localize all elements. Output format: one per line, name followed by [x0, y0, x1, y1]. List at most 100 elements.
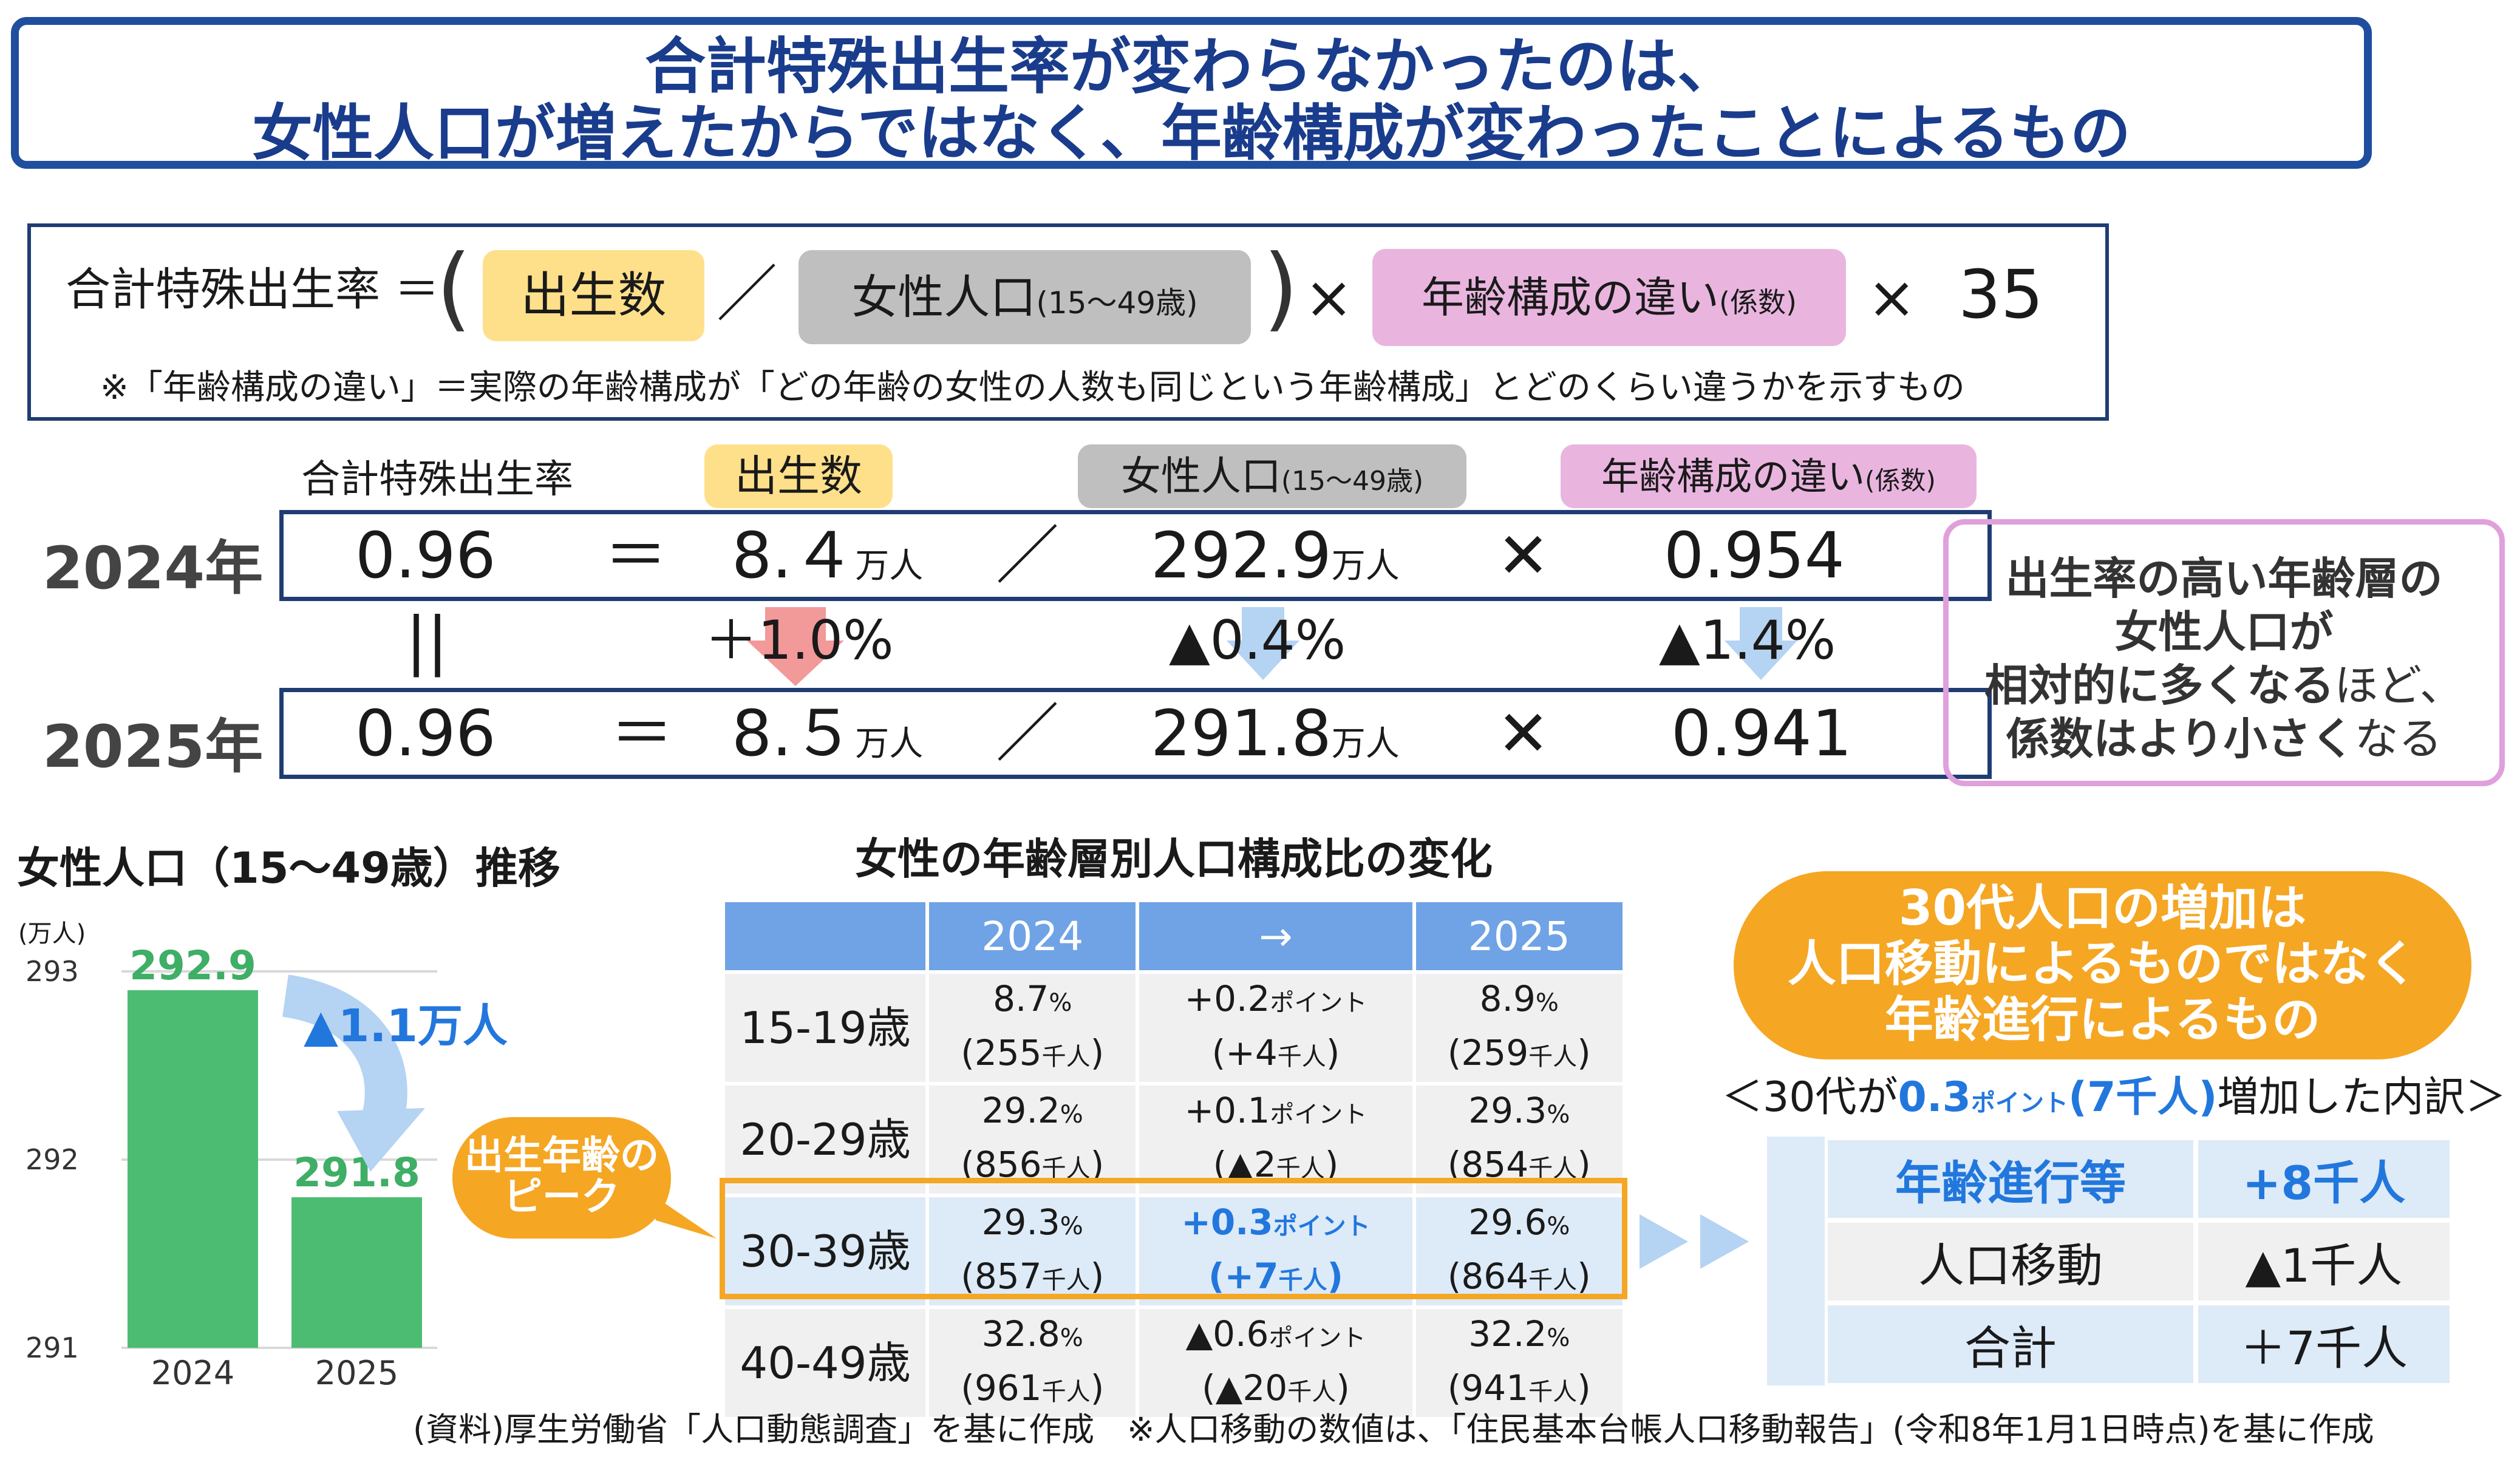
formula-constant: 35 — [1958, 256, 2043, 333]
breakdown-label: 人口移動 — [1828, 1223, 2193, 1300]
col-header-births: 出生数 — [704, 444, 893, 508]
col-header-coef-unit: (係数) — [1865, 466, 1936, 495]
bar-section-title: 女性人口（15～49歳）推移 — [17, 843, 560, 893]
times-2024: ✕ — [1497, 518, 1550, 593]
coef-callout-line-4: 係数はより小さくなる — [1949, 712, 2499, 766]
formula-lhs: 合計特殊出生率 ＝ — [66, 263, 440, 316]
pct-2024-cell: 8.7% (255千人) — [929, 974, 1136, 1082]
col-header-pop-label: 女性人口 — [1120, 453, 1281, 500]
col-header-pop: 女性人口(15～49歳) — [1078, 444, 1466, 508]
col-header-coef-label: 年齢構成の違い — [1601, 454, 1865, 498]
table-row-highlighted: 30-39歳 29.3% (857千人) +0.3ポイント (+7千人) 29.6%… — [725, 1197, 1623, 1305]
y-tick-label: 291 — [26, 1331, 79, 1364]
decline-arrow-shaft — [282, 974, 407, 1137]
coef-callout: 出生率の高い年齢層の 女性人口が 相対的に多くなるほど、 係数はより小さくなる — [1943, 519, 2505, 786]
close-paren: ) — [1263, 236, 1299, 341]
orange-callout-line-2: 人口移動によるものではなく — [1787, 936, 2418, 992]
times-2025: ✕ — [1497, 696, 1550, 770]
coef-callout-line-3: 相対的に多くなるほど、 — [1949, 659, 2499, 712]
breakdown-heading-unit: ポイント — [1971, 1089, 2068, 1117]
table-row: 20-29歳 29.2% (856千人) +0.1ポイント (▲2千人) 29.3%… — [725, 1086, 1623, 1194]
orange-callout: 30代人口の増加は 人口移動によるものではなく 年齢進行によるもの — [1734, 871, 2471, 1059]
coef-change: ▲1.4% — [1659, 609, 1836, 671]
births-2024-value: 8.４ — [732, 518, 856, 593]
col-header-tfr: 合計特殊出生率 — [301, 457, 573, 502]
births-2024-unit: 万人 — [855, 546, 924, 586]
change-cell: +0.1ポイント (▲2千人) — [1139, 1086, 1412, 1194]
age-table-header-empty — [725, 902, 925, 970]
change-cell: ▲0.6ポイント (▲20千人) — [1139, 1309, 1412, 1417]
female-pop-pill: 女性人口(15～49歳) — [799, 250, 1251, 344]
equal-mark: || — [406, 603, 449, 678]
year-label-2025: 2025年 — [43, 713, 264, 781]
breakdown-label: 年齢進行等 — [1828, 1140, 2193, 1218]
row-2025-frame — [279, 688, 1992, 779]
col-header-pop-range: (15～49歳) — [1281, 466, 1424, 497]
births-2025: 8.５万人 — [732, 700, 923, 767]
change-cell: +0.2ポイント (+4千人) — [1139, 974, 1412, 1082]
formula-slash: ／ — [717, 259, 777, 330]
breakdown-heading-pre: ＜30代が — [1721, 1073, 1898, 1121]
age-comp-pill: 年齢構成の違い(係数) — [1372, 249, 1846, 346]
pct-2025-cell: 32.2% (941千人) — [1415, 1309, 1623, 1417]
pct-2024-cell: 32.8% (961千人) — [929, 1309, 1136, 1417]
x-tick-label: 2024 — [151, 1354, 234, 1392]
age-table-header-2025: 2025 — [1415, 902, 1623, 970]
tfr-2024: 0.96 — [355, 518, 496, 593]
age-table: 2024 → 2025 15-19歳 8.7% (255千人) +0.2ポイント(… — [721, 899, 1626, 1421]
down-arrow-pop-icon — [1227, 607, 1299, 680]
title-line-2: 女性人口が増えたからではなく、年齢構成が変わったことによるもの — [252, 98, 2131, 169]
open-paren: ( — [436, 236, 472, 341]
births-2025-value: 8.５ — [732, 696, 856, 770]
age-cell: 40-49歳 — [725, 1309, 925, 1417]
decline-arrow-head-icon — [337, 1108, 425, 1172]
breakdown-heading-mid: (7千人) — [2068, 1073, 2218, 1121]
title-line-1: 合計特殊出生率が変わらなかったのは、 — [645, 31, 1738, 102]
pct-2024-cell: 29.3% (857千人) — [929, 1197, 1136, 1305]
table-row: 15-19歳 8.7% (255千人) +0.2ポイント (+4千人) 8.9% (2… — [725, 974, 1623, 1082]
highlight-frame — [720, 1178, 1627, 1299]
births-pill: 出生数 — [483, 250, 704, 341]
pop-2025-unit: 万人 — [1331, 724, 1400, 764]
peak-bubble-shape — [452, 1117, 717, 1239]
equals-2024: ＝ — [604, 518, 668, 593]
y-tick-label: 293 — [26, 955, 79, 988]
table-row: 40-49歳 32.8% (961千人) ▲0.6ポイント (▲20千人) 32.2… — [725, 1309, 1623, 1417]
orange-callout-line-1: 30代人口の増加は — [1898, 880, 2307, 936]
age-table-header-2024: 2024 — [929, 902, 1136, 970]
source-note: (資料)厚生労働省「人口動態調査」を基に作成 ※人口移動の数値は、「住民基本台帳… — [413, 1410, 2374, 1449]
age-table-header-arrow: → — [1139, 902, 1412, 970]
births-2025-unit: 万人 — [855, 724, 924, 764]
formula-times-1: × — [1304, 263, 1354, 331]
age-table-header: 2024 → 2025 — [725, 902, 1623, 970]
year-label-2024: 2024年 — [43, 534, 264, 602]
pop-2025: 291.8万人 — [1151, 700, 1400, 767]
equals-2025: ＝ — [610, 696, 674, 770]
slash-2024: ／ — [996, 518, 1060, 593]
y-tick-label: 292 — [26, 1143, 79, 1176]
pct-2025-cell: 29.3% (854千人) — [1415, 1086, 1623, 1194]
age-comp-coef: (係数) — [1719, 286, 1797, 319]
breakdown-heading-post: 増加した内訳＞ — [2217, 1073, 2507, 1121]
pop-2024: 292.9万人 — [1151, 522, 1400, 589]
breakdown-bracket — [1767, 1137, 1825, 1385]
births-change: ＋1.0% — [704, 609, 894, 671]
breakdown-value: ＋7千人 — [2198, 1305, 2450, 1383]
decline-label: ▲1.1万人 — [304, 1000, 508, 1052]
coef-callout-line-4-rest: なる — [2354, 713, 2442, 764]
births-2024: 8.４万人 — [732, 522, 923, 589]
breakdown-table: 年齢進行等 +8千人 人口移動 ▲1千人 合計 ＋7千人 — [1823, 1135, 2454, 1388]
bar-value-label: 292.9 — [129, 942, 256, 989]
bar-chart: 291 292 293 292.9 2024 291.8 2025 — [26, 942, 437, 1392]
peak-bubble: 出生年齢の ピーク — [452, 1135, 671, 1218]
coef-callout-line-2: 女性人口が — [2114, 607, 2334, 658]
age-cell: 15-19歳 — [725, 974, 925, 1082]
pct-2025-cell: 8.9% (259千人) — [1415, 974, 1623, 1082]
breakdown-row: 合計 ＋7千人 — [1828, 1305, 2450, 1383]
coef-callout-line-4-strong: 係数はより小さく — [2006, 713, 2355, 764]
peak-bubble-line-1: 出生年齢の — [465, 1134, 659, 1178]
breakdown-heading-num: 0.3 — [1898, 1073, 1971, 1121]
age-comp-label: 年齢構成の違い — [1422, 273, 1720, 322]
pct-2024-cell: 29.2% (856千人) — [929, 1086, 1136, 1194]
bar-y-unit: (万人) — [18, 920, 86, 948]
